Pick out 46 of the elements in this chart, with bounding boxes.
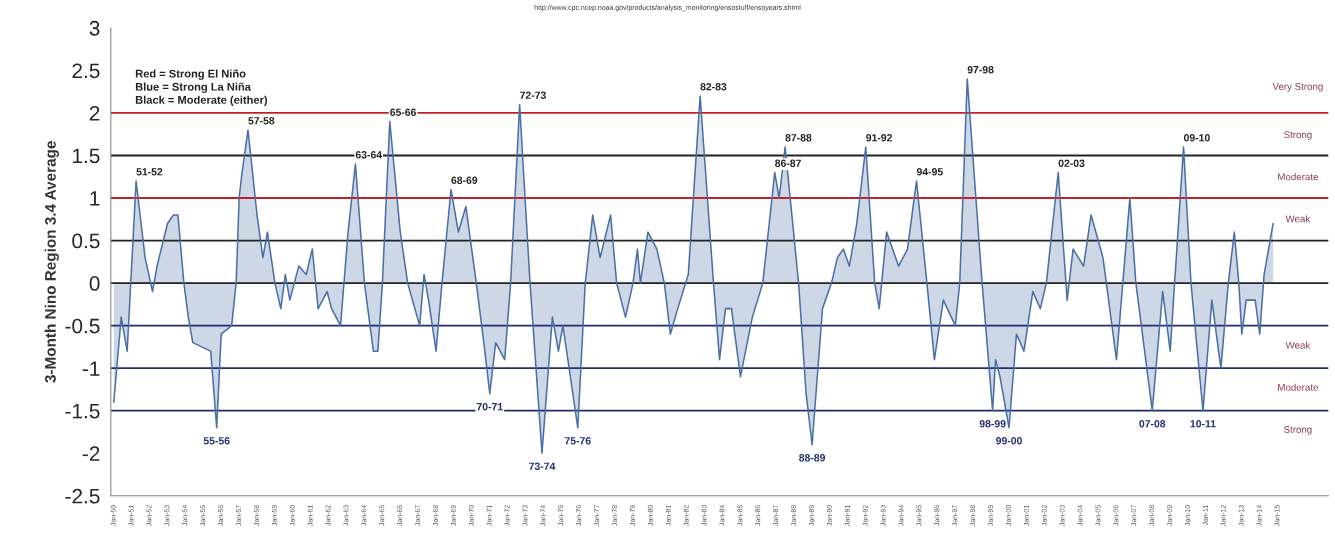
annotation: 86-87 <box>775 159 801 167</box>
annotation: 98-99 <box>979 420 1006 428</box>
y-tick-label: 2.5 <box>72 63 100 79</box>
annotation: 82-83 <box>700 83 727 91</box>
annotation: 63-64 <box>355 151 382 159</box>
annotation: Strong <box>1284 131 1312 141</box>
annotation: 68-69 <box>451 176 478 184</box>
y-tick-label: 1.5 <box>73 148 100 164</box>
annotation: 51-52 <box>136 168 163 176</box>
annotation: Weak <box>1285 341 1311 349</box>
y-axis-title: 3-Month Nino Region 3.4 Average <box>44 141 59 383</box>
annotation: 65-66 <box>390 108 417 116</box>
annotation: 94-95 <box>916 168 943 176</box>
annotation: 99-00 <box>996 437 1022 445</box>
annotation: 55-56 <box>203 437 230 445</box>
y-tick-label: 1 <box>90 191 100 206</box>
annotation: 88-89 <box>799 454 826 462</box>
annotation: Very Strong <box>1272 83 1323 92</box>
annotation: 72-73 <box>520 91 546 99</box>
y-tick-label: -1 <box>82 361 100 376</box>
annotation: 09-10 <box>1183 134 1210 142</box>
annotation: 57-58 <box>248 117 275 125</box>
annotation: 91-92 <box>866 134 892 142</box>
annotation: Weak <box>1285 215 1311 223</box>
annotation: 75-76 <box>564 437 591 445</box>
annotation: 07-08 <box>1139 420 1166 428</box>
annotation: 87-88 <box>785 134 812 142</box>
y-tick-label: -2 <box>82 446 100 461</box>
y-tick-label: 0.5 <box>72 233 100 249</box>
y-tick-label: -0.5 <box>65 318 100 334</box>
y-tick-label: -1.5 <box>65 403 100 419</box>
y-tick-label: 0 <box>89 276 100 291</box>
annotation: 73-74 <box>529 462 556 470</box>
annotation: Red = Strong El Niño <box>135 69 246 80</box>
y-tick-label: 2 <box>89 105 100 121</box>
annotation: 10-11 <box>1190 420 1216 428</box>
annotation: Moderate <box>1278 383 1318 391</box>
y-tick-label: 3 <box>89 20 100 36</box>
annotation: 97-98 <box>967 66 994 74</box>
annotation: Blue = Strong La Niña <box>135 82 251 93</box>
annotation: 02-03 <box>1058 159 1085 167</box>
y-tick-label: -2.5 <box>65 488 100 504</box>
annotation: Black = Moderate (either) <box>135 95 268 107</box>
annotation: Strong <box>1284 426 1312 435</box>
annotation: Moderate <box>1278 173 1318 181</box>
annotation: 70-71 <box>476 403 503 411</box>
